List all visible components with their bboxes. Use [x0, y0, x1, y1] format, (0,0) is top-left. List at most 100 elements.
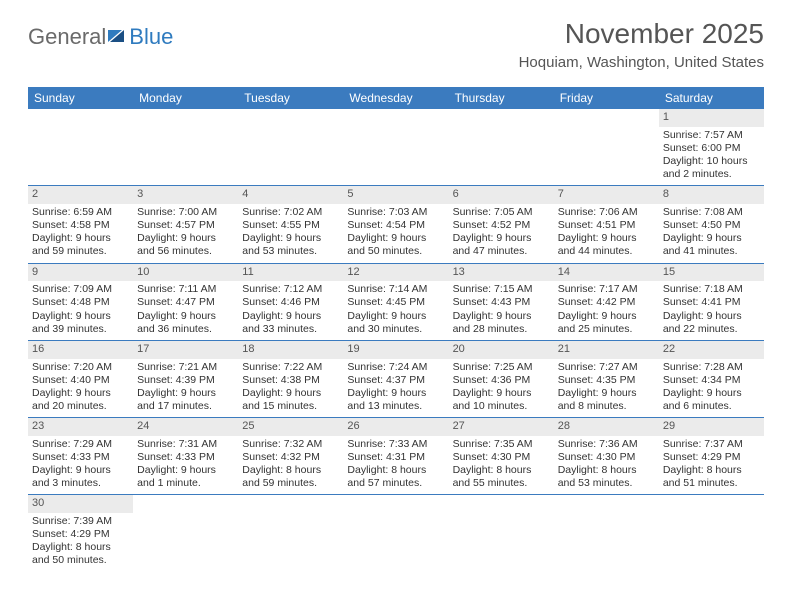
- daylight-text: Daylight: 9 hours and 36 minutes.: [137, 310, 234, 336]
- sunrise-text: Sunrise: 7:21 AM: [137, 361, 234, 374]
- day-details: Sunrise: 7:20 AMSunset: 4:40 PMDaylight:…: [28, 361, 133, 418]
- day-number: 9: [28, 264, 133, 282]
- sunset-text: Sunset: 4:36 PM: [453, 374, 550, 387]
- sunset-text: Sunset: 4:34 PM: [663, 374, 760, 387]
- day-cell-empty: [133, 495, 238, 571]
- day-details: Sunrise: 7:17 AMSunset: 4:42 PMDaylight:…: [554, 283, 659, 340]
- day-number: 30: [28, 495, 133, 513]
- day-cell: 19Sunrise: 7:24 AMSunset: 4:37 PMDayligh…: [343, 341, 448, 417]
- sunrise-text: Sunrise: 7:33 AM: [347, 438, 444, 451]
- daylight-text: Daylight: 8 hours and 55 minutes.: [453, 464, 550, 490]
- day-number: 13: [449, 264, 554, 282]
- title-block: November 2025 Hoquiam, Washington, Unite…: [519, 18, 764, 71]
- daylight-text: Daylight: 9 hours and 6 minutes.: [663, 387, 760, 413]
- sunset-text: Sunset: 4:33 PM: [137, 451, 234, 464]
- day-number: 26: [343, 418, 448, 436]
- day-number: 16: [28, 341, 133, 359]
- sunset-text: Sunset: 4:54 PM: [347, 219, 444, 232]
- week-row: 16 Sunrise: 7:20 AMSunset: 4:40 PMDayligh…: [28, 341, 764, 418]
- sunrise-text: Sunrise: 7:36 AM: [558, 438, 655, 451]
- sunrise-text: Sunrise: 7:06 AM: [558, 206, 655, 219]
- sunrise-text: Sunrise: 7:31 AM: [137, 438, 234, 451]
- day-details: Sunrise: 7:57 AMSunset: 6:00 PMDaylight:…: [659, 129, 764, 186]
- daylight-text: Daylight: 8 hours and 59 minutes.: [242, 464, 339, 490]
- location-subtitle: Hoquiam, Washington, United States: [519, 54, 764, 71]
- sunset-text: Sunset: 4:51 PM: [558, 219, 655, 232]
- day-number: 20: [449, 341, 554, 359]
- sunrise-text: Sunrise: 7:00 AM: [137, 206, 234, 219]
- day-cell: 18Sunrise: 7:22 AMSunset: 4:38 PMDayligh…: [238, 341, 343, 417]
- sunrise-text: Sunrise: 7:25 AM: [453, 361, 550, 374]
- day-details: Sunrise: 7:39 AMSunset: 4:29 PMDaylight:…: [28, 515, 133, 572]
- sunset-text: Sunset: 4:35 PM: [558, 374, 655, 387]
- day-cell: 1 Sunrise: 7:57 AMSunset: 6:00 PMDaylight…: [659, 109, 764, 185]
- calendar: Sunday Monday Tuesday Wednesday Thursday…: [28, 87, 764, 572]
- day-number: 3: [133, 186, 238, 204]
- day-cell: 16 Sunrise: 7:20 AMSunset: 4:40 PMDayligh…: [28, 341, 133, 417]
- sunset-text: Sunset: 4:46 PM: [242, 296, 339, 309]
- sunset-text: Sunset: 4:43 PM: [453, 296, 550, 309]
- daylight-text: Daylight: 9 hours and 47 minutes.: [453, 232, 550, 258]
- day-number: 1: [659, 109, 764, 127]
- daylight-text: Daylight: 8 hours and 57 minutes.: [347, 464, 444, 490]
- sunset-text: Sunset: 4:32 PM: [242, 451, 339, 464]
- day-cell: 8Sunrise: 7:08 AMSunset: 4:50 PMDaylight…: [659, 186, 764, 262]
- daylight-text: Daylight: 9 hours and 10 minutes.: [453, 387, 550, 413]
- day-details: Sunrise: 7:32 AMSunset: 4:32 PMDaylight:…: [238, 438, 343, 495]
- day-cell: 13Sunrise: 7:15 AMSunset: 4:43 PMDayligh…: [449, 264, 554, 340]
- week-row: 30 Sunrise: 7:39 AMSunset: 4:29 PMDayligh…: [28, 495, 764, 571]
- day-cell-empty: [554, 495, 659, 571]
- brand-general: General: [28, 24, 106, 50]
- day-details: Sunrise: 7:24 AMSunset: 4:37 PMDaylight:…: [343, 361, 448, 418]
- day-number: 6: [449, 186, 554, 204]
- sunrise-text: Sunrise: 7:29 AM: [32, 438, 129, 451]
- day-cell: 29Sunrise: 7:37 AMSunset: 4:29 PMDayligh…: [659, 418, 764, 494]
- sunset-text: Sunset: 4:45 PM: [347, 296, 444, 309]
- sunset-text: Sunset: 4:48 PM: [32, 296, 129, 309]
- day-number: 2: [28, 186, 133, 204]
- sunset-text: Sunset: 4:50 PM: [663, 219, 760, 232]
- day-details: Sunrise: 7:11 AMSunset: 4:47 PMDaylight:…: [133, 283, 238, 340]
- day-number: 4: [238, 186, 343, 204]
- daylight-text: Daylight: 9 hours and 39 minutes.: [32, 310, 129, 336]
- day-details: Sunrise: 7:37 AMSunset: 4:29 PMDaylight:…: [659, 438, 764, 495]
- sunset-text: Sunset: 4:38 PM: [242, 374, 339, 387]
- sunrise-text: Sunrise: 7:12 AM: [242, 283, 339, 296]
- day-number: 27: [449, 418, 554, 436]
- day-number: 10: [133, 264, 238, 282]
- day-details: Sunrise: 7:05 AMSunset: 4:52 PMDaylight:…: [449, 206, 554, 263]
- daylight-text: Daylight: 9 hours and 56 minutes.: [137, 232, 234, 258]
- sunset-text: Sunset: 4:57 PM: [137, 219, 234, 232]
- dow-saturday: Saturday: [659, 87, 764, 109]
- day-cell: 22Sunrise: 7:28 AMSunset: 4:34 PMDayligh…: [659, 341, 764, 417]
- sunrise-text: Sunrise: 7:02 AM: [242, 206, 339, 219]
- day-cell-empty: [343, 495, 448, 571]
- daylight-text: Daylight: 9 hours and 3 minutes.: [32, 464, 129, 490]
- day-details: Sunrise: 7:31 AMSunset: 4:33 PMDaylight:…: [133, 438, 238, 495]
- month-title: November 2025: [519, 18, 764, 50]
- day-details: Sunrise: 6:59 AMSunset: 4:58 PMDaylight:…: [28, 206, 133, 263]
- daylight-text: Daylight: 9 hours and 17 minutes.: [137, 387, 234, 413]
- week-row: 23Sunrise: 7:29 AMSunset: 4:33 PMDayligh…: [28, 418, 764, 495]
- day-details: Sunrise: 7:15 AMSunset: 4:43 PMDaylight:…: [449, 283, 554, 340]
- day-details: Sunrise: 7:00 AMSunset: 4:57 PMDaylight:…: [133, 206, 238, 263]
- sunset-text: Sunset: 4:52 PM: [453, 219, 550, 232]
- day-number: 17: [133, 341, 238, 359]
- sunset-text: Sunset: 4:55 PM: [242, 219, 339, 232]
- day-details: Sunrise: 7:33 AMSunset: 4:31 PMDaylight:…: [343, 438, 448, 495]
- week-row: 2 Sunrise: 6:59 AMSunset: 4:58 PMDaylight…: [28, 186, 764, 263]
- day-cell: 20 Sunrise: 7:25 AMSunset: 4:36 PMDayligh…: [449, 341, 554, 417]
- sunrise-text: Sunrise: 7:17 AM: [558, 283, 655, 296]
- day-of-week-header: Sunday Monday Tuesday Wednesday Thursday…: [28, 87, 764, 109]
- daylight-text: Daylight: 8 hours and 51 minutes.: [663, 464, 760, 490]
- day-cell-empty: [343, 109, 448, 185]
- day-details: Sunrise: 7:22 AMSunset: 4:38 PMDaylight:…: [238, 361, 343, 418]
- day-cell: 11Sunrise: 7:12 AMSunset: 4:46 PMDayligh…: [238, 264, 343, 340]
- daylight-text: Daylight: 9 hours and 59 minutes.: [32, 232, 129, 258]
- day-number: 12: [343, 264, 448, 282]
- day-cell: 3 Sunrise: 7:00 AMSunset: 4:57 PMDaylight…: [133, 186, 238, 262]
- daylight-text: Daylight: 9 hours and 1 minute.: [137, 464, 234, 490]
- sunset-text: Sunset: 4:40 PM: [32, 374, 129, 387]
- daylight-text: Daylight: 9 hours and 33 minutes.: [242, 310, 339, 336]
- day-number: 22: [659, 341, 764, 359]
